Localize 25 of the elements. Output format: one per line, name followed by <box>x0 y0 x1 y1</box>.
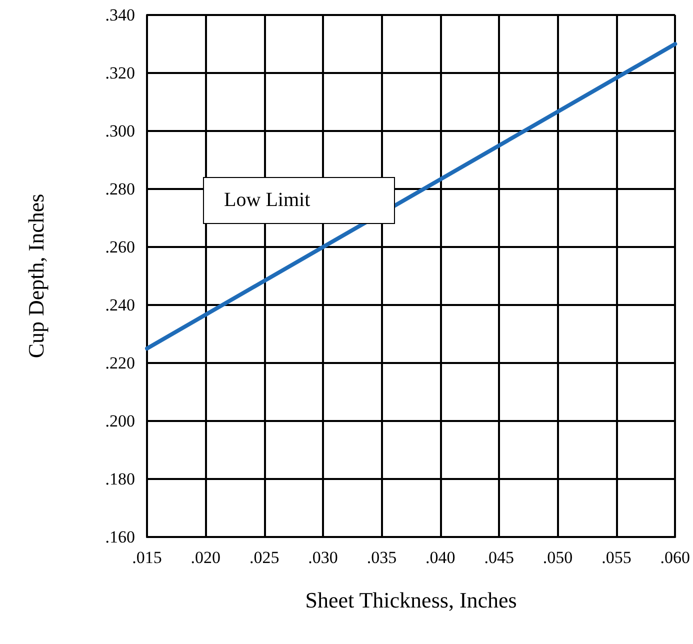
y-tick-label: .220 <box>105 354 135 372</box>
x-axis-title: Sheet Thickness, Inches <box>305 588 517 612</box>
y-axis-title: Cup Depth, Inches <box>24 194 48 358</box>
y-tick-label: .180 <box>105 470 135 488</box>
x-tick-label: .030 <box>308 548 338 567</box>
x-tick-label: .040 <box>426 548 456 567</box>
y-tick-label: .300 <box>105 122 135 140</box>
y-tick-label: .320 <box>105 64 135 82</box>
x-tick-label: .025 <box>249 548 280 567</box>
y-tick-label: .160 <box>105 528 135 546</box>
label-frame: Low Limit <box>203 177 396 224</box>
y-tick-label: .280 <box>105 180 135 198</box>
y-tick-label: .260 <box>105 238 135 256</box>
x-tick-label: .020 <box>190 548 221 567</box>
y-tick-label: .200 <box>105 412 135 430</box>
x-tick-label: .050 <box>542 548 573 567</box>
x-tick-label: .015 <box>132 548 162 567</box>
x-tick-label: .055 <box>602 548 632 567</box>
y-tick-label: .340 <box>105 6 135 24</box>
x-tick-label: .060 <box>660 548 690 567</box>
x-tick-label: .045 <box>484 548 514 567</box>
series-label: Low Limit <box>224 189 310 211</box>
y-tick-label: .240 <box>105 296 135 314</box>
x-tick-label: .035 <box>366 548 397 567</box>
line-series <box>145 42 678 350</box>
